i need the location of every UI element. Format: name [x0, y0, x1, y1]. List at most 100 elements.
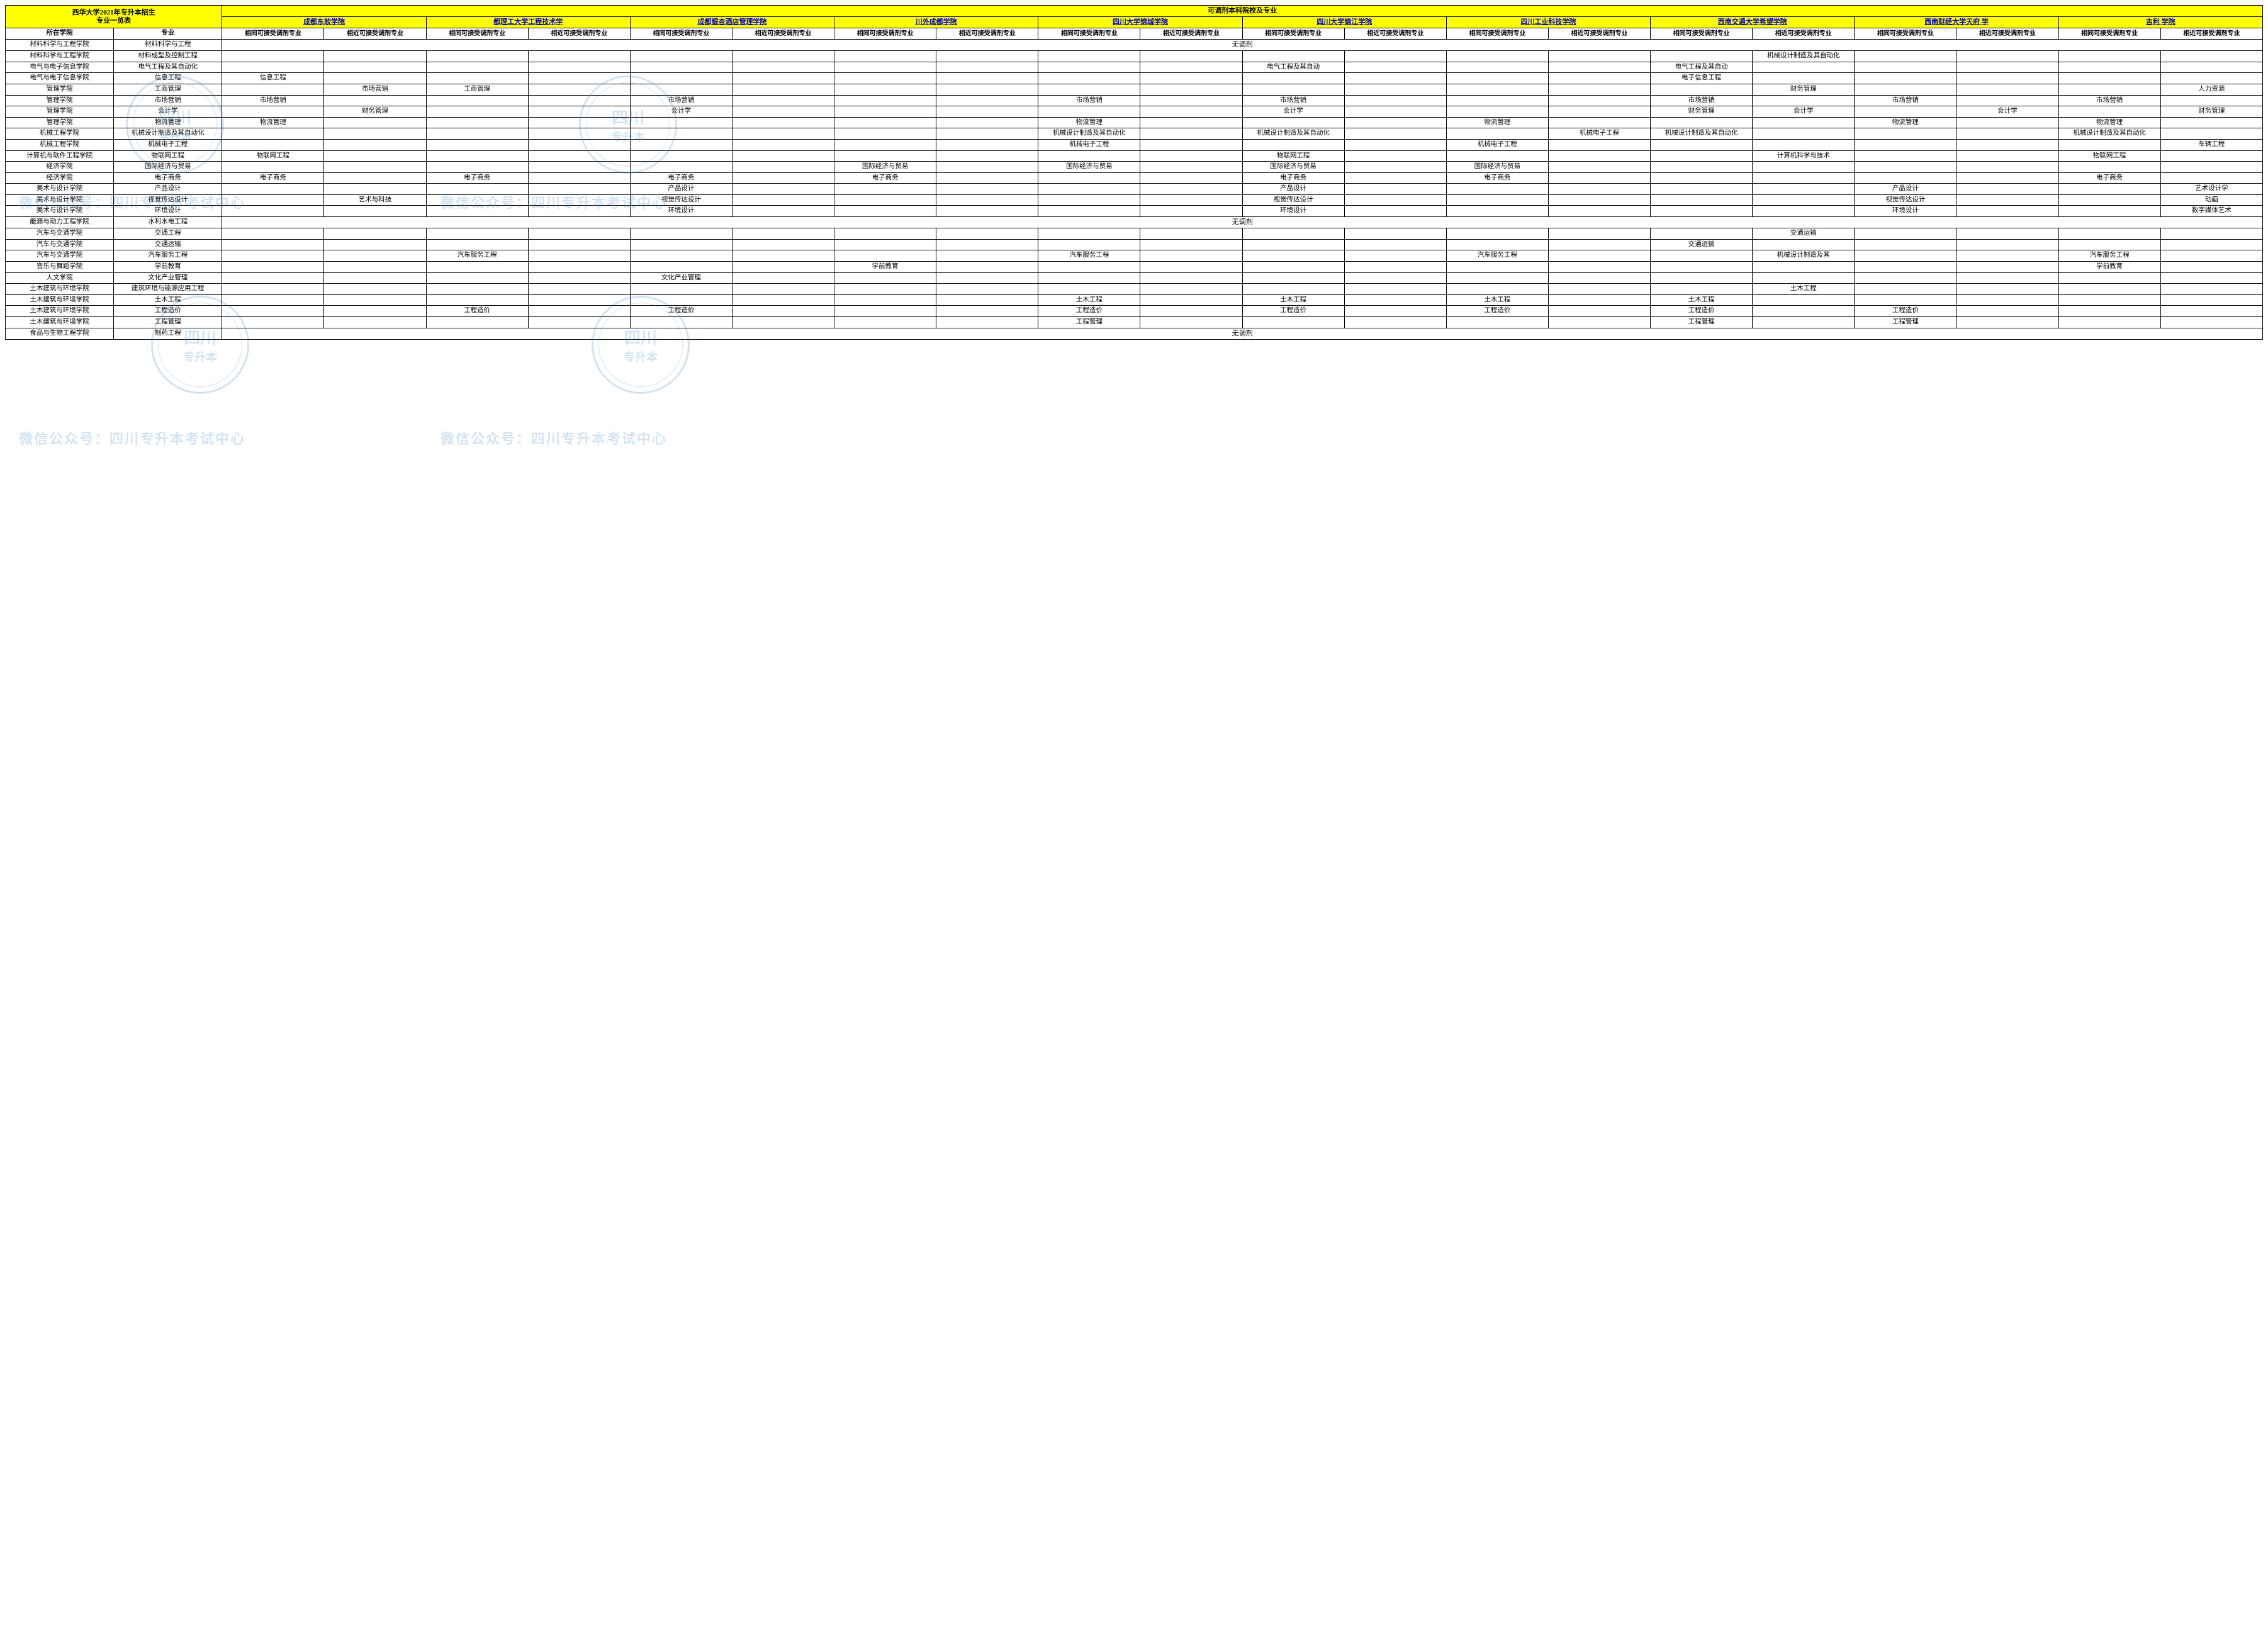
cell-value — [1651, 150, 1753, 162]
cell-value — [732, 84, 834, 95]
cell-value — [222, 272, 324, 284]
cell-value — [1956, 62, 2058, 73]
cell-value — [1753, 184, 1855, 195]
cell-value: 机械电子工程 — [1446, 139, 1548, 150]
cell-value — [936, 317, 1038, 328]
cell-major: 水利水电工程 — [114, 217, 222, 228]
cell-value — [1855, 228, 1956, 240]
cell-value — [732, 150, 834, 162]
college-header: 成都银杏酒店管理学院 — [630, 17, 834, 28]
cell-value: 机械设计制造及其自动化 — [1753, 51, 1855, 62]
cell-value — [1548, 162, 1650, 173]
sub-header-near: 相近可接受调剂专业 — [936, 28, 1038, 40]
cell-value: 电气工程及其自动 — [1651, 62, 1753, 73]
cell-major: 交通运输 — [114, 239, 222, 250]
cell-value — [528, 73, 630, 84]
college-link[interactable]: 川外成都学院 — [916, 18, 957, 26]
cell-value: 汽车服务工程 — [2058, 250, 2160, 262]
cell-value — [936, 128, 1038, 140]
cell-value — [1140, 117, 1242, 128]
cell-value — [1548, 172, 1650, 184]
cell-value — [1446, 317, 1548, 328]
cell-value — [732, 262, 834, 273]
cell-major: 土木工程 — [114, 294, 222, 306]
cell-value: 市场营销 — [1651, 95, 1753, 106]
cell-value — [1446, 194, 1548, 206]
cell-value: 土木工程 — [1242, 294, 1344, 306]
cell-value — [2058, 194, 2160, 206]
cell-value — [426, 51, 528, 62]
cell-value — [528, 317, 630, 328]
cell-value — [528, 128, 630, 140]
cell-value — [426, 150, 528, 162]
cell-value — [1140, 172, 1242, 184]
cell-value — [426, 239, 528, 250]
cell-value: 信息工程 — [222, 73, 324, 84]
cell-value — [1753, 139, 1855, 150]
cell-value — [936, 162, 1038, 173]
college-link[interactable]: 都理工大学工程技术学 — [493, 18, 563, 26]
college-link[interactable]: 西南财经大学天府 学 — [1924, 18, 1989, 26]
cell-value — [426, 117, 528, 128]
table-row: 管理学院会计学财务管理会计学会计学财务管理会计学会计学财务管理 — [6, 106, 2263, 118]
cell-value — [936, 272, 1038, 284]
cell-value — [936, 284, 1038, 295]
cell-value — [1855, 162, 1956, 173]
cell-value — [1140, 306, 1242, 317]
cell-value — [1344, 239, 1446, 250]
college-link[interactable]: 西南交通大学希望学院 — [1718, 18, 1787, 26]
cell-value — [1242, 117, 1344, 128]
table-row: 计算机与软件工程学院物联网工程物联网工程物联网工程计算机科学与技术物联网工程 — [6, 150, 2263, 162]
sub-header-same: 相同可接受调剂专业 — [1855, 28, 1956, 40]
cell-value — [1548, 272, 1650, 284]
cell-value — [1548, 317, 1650, 328]
cell-value — [834, 294, 936, 306]
cell-college: 汽车与交通学院 — [6, 250, 114, 262]
sub-header-same: 相同可接受调剂专业 — [834, 28, 936, 40]
cell-value — [1140, 62, 1242, 73]
cell-value: 物流管理 — [1038, 117, 1140, 128]
cell-value — [1038, 106, 1140, 118]
cell-college: 人文学院 — [6, 272, 114, 284]
cell-value — [1344, 272, 1446, 284]
cell-value — [1038, 172, 1140, 184]
college-link[interactable]: 吉利 学院 — [2146, 18, 2175, 26]
cell-value — [630, 150, 732, 162]
college-link[interactable]: 成都银杏酒店管理学院 — [697, 18, 766, 26]
cell-value — [222, 206, 324, 217]
cell-value — [1446, 184, 1548, 195]
cell-value — [732, 194, 834, 206]
cell-value — [2058, 317, 2160, 328]
cell-value — [324, 306, 426, 317]
cell-value — [2058, 294, 2160, 306]
cell-value — [1753, 62, 1855, 73]
cell-value — [222, 84, 324, 95]
cell-value — [324, 128, 426, 140]
cell-value — [1038, 184, 1140, 195]
cell-major: 材料科学与工程 — [114, 39, 222, 50]
cell-value — [1140, 73, 1242, 84]
cell-value — [1242, 239, 1344, 250]
cell-value — [324, 73, 426, 84]
college-link[interactable]: 四川大学锦城学院 — [1113, 18, 1168, 26]
cell-value — [222, 128, 324, 140]
cell-value — [732, 117, 834, 128]
cell-value — [936, 150, 1038, 162]
college-link[interactable]: 四川工业科技学院 — [1520, 18, 1576, 26]
cell-value — [1548, 117, 1650, 128]
cell-value — [1855, 128, 1956, 140]
cell-value — [1446, 262, 1548, 273]
cell-value — [1548, 73, 1650, 84]
cell-college: 美术与设计学院 — [6, 206, 114, 217]
cell-college: 电气与电子信息学院 — [6, 62, 114, 73]
cell-college: 电气与电子信息学院 — [6, 73, 114, 84]
cell-value — [732, 306, 834, 317]
cell-value — [1140, 250, 1242, 262]
cell-value — [1855, 284, 1956, 295]
cell-major: 会计学 — [114, 106, 222, 118]
cell-value — [834, 206, 936, 217]
college-link[interactable]: 四川大学锦江学院 — [1316, 18, 1372, 26]
college-link[interactable]: 成都东软学院 — [303, 18, 345, 26]
cell-major: 汽车服务工程 — [114, 250, 222, 262]
cell-value — [1855, 272, 1956, 284]
